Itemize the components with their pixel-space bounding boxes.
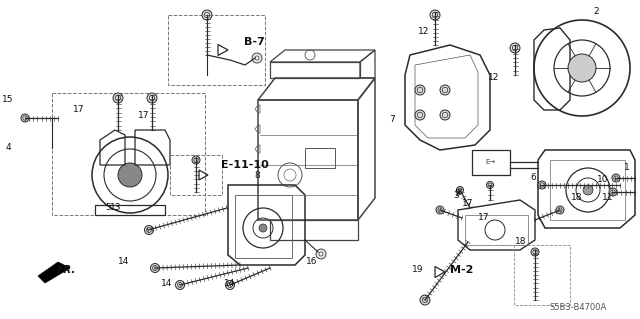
Circle shape: [118, 163, 142, 187]
Text: 6: 6: [530, 173, 536, 182]
Circle shape: [21, 114, 29, 122]
Text: 14: 14: [224, 278, 236, 287]
Text: 17: 17: [478, 212, 490, 221]
Text: 1: 1: [624, 164, 630, 173]
Circle shape: [436, 206, 444, 214]
Circle shape: [609, 188, 617, 196]
Text: 12: 12: [419, 27, 429, 36]
Circle shape: [440, 110, 450, 120]
Circle shape: [531, 248, 539, 256]
Text: 17: 17: [73, 106, 84, 115]
Text: 9: 9: [454, 189, 460, 197]
Text: S5B3-B4700A: S5B3-B4700A: [549, 302, 606, 311]
Text: 5: 5: [105, 204, 111, 212]
Circle shape: [440, 85, 450, 95]
Text: 4: 4: [5, 144, 11, 152]
Text: 17: 17: [138, 110, 150, 120]
Text: 18: 18: [572, 194, 583, 203]
Text: 3: 3: [453, 191, 459, 201]
Circle shape: [486, 182, 493, 189]
Text: 15: 15: [3, 95, 13, 105]
Circle shape: [510, 43, 520, 53]
Text: 2: 2: [593, 8, 599, 17]
Circle shape: [316, 249, 326, 259]
Text: 14: 14: [161, 278, 173, 287]
Circle shape: [255, 56, 259, 60]
Text: 13: 13: [110, 203, 122, 211]
Text: E-11-10: E-11-10: [221, 160, 269, 170]
Circle shape: [150, 263, 159, 272]
Circle shape: [583, 185, 593, 195]
Circle shape: [456, 187, 463, 194]
Circle shape: [113, 93, 123, 103]
Circle shape: [612, 174, 620, 182]
Text: 10: 10: [597, 174, 609, 183]
Text: 12: 12: [488, 73, 500, 83]
Text: 16: 16: [307, 257, 317, 266]
Circle shape: [319, 252, 323, 256]
Text: FR.: FR.: [57, 265, 76, 275]
Polygon shape: [38, 262, 70, 283]
Text: 17: 17: [462, 199, 474, 209]
Circle shape: [415, 85, 425, 95]
Circle shape: [538, 181, 546, 189]
Text: 14: 14: [118, 257, 130, 266]
Circle shape: [556, 206, 564, 214]
Text: 8: 8: [254, 170, 260, 180]
Circle shape: [225, 280, 234, 290]
Text: 11: 11: [602, 194, 614, 203]
Circle shape: [568, 54, 596, 82]
Circle shape: [175, 280, 184, 290]
Circle shape: [147, 93, 157, 103]
Text: B-7: B-7: [244, 37, 265, 47]
Circle shape: [192, 156, 200, 164]
Circle shape: [145, 226, 154, 234]
Text: E→: E→: [486, 159, 496, 165]
Circle shape: [420, 295, 430, 305]
Circle shape: [430, 10, 440, 20]
Circle shape: [259, 224, 267, 232]
Text: M-2: M-2: [450, 265, 474, 275]
Text: 18: 18: [515, 236, 527, 246]
Circle shape: [252, 53, 262, 63]
Circle shape: [415, 110, 425, 120]
Text: 19: 19: [412, 264, 424, 273]
Text: 7: 7: [389, 115, 395, 124]
Circle shape: [202, 10, 212, 20]
